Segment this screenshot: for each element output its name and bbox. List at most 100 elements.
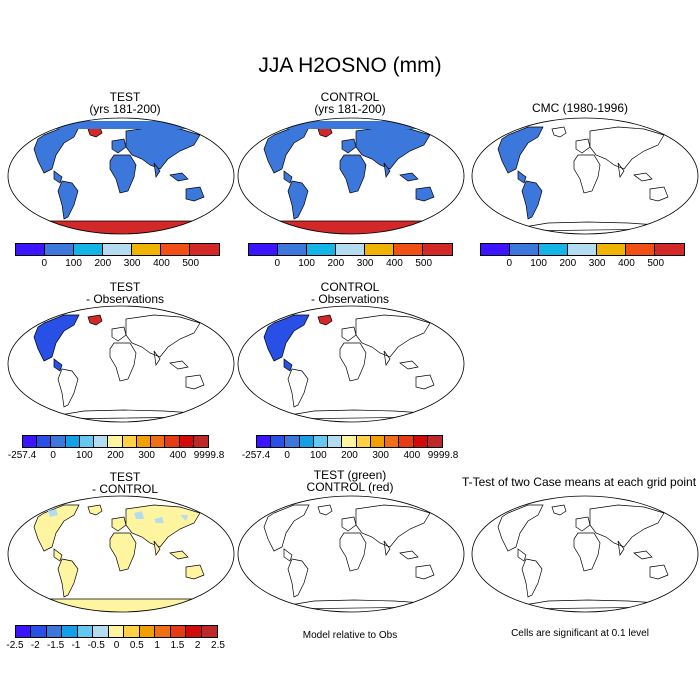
colorbar-swatch — [285, 436, 300, 447]
colorbar-swatch — [74, 244, 103, 255]
colorbar-tick-label: 400 — [403, 450, 421, 461]
colorbar-swatch — [103, 244, 132, 255]
colorbar-swatch — [249, 244, 278, 255]
map-panel-control-obs — [237, 305, 465, 423]
land-mass — [573, 532, 601, 572]
colorbar-swatch — [539, 244, 568, 255]
panel-title-line: CONTROL — [320, 90, 380, 104]
land-mass — [33, 126, 80, 174]
colorbar-swatch — [77, 626, 94, 637]
map-layer — [497, 126, 669, 232]
panel-title-line: TEST — [109, 470, 141, 484]
land-mass — [617, 540, 625, 556]
panel-title-test-control: TEST - CONTROL — [15, 471, 235, 495]
land-mass — [169, 172, 189, 182]
colorbar-tick-label: 9999.8 — [193, 450, 225, 461]
colorbar-swatch — [79, 436, 95, 447]
land-mass — [109, 154, 137, 194]
colorbar-tick-label: 0.5 — [129, 640, 144, 651]
land-mass — [551, 504, 567, 516]
colorbar-swatch — [336, 244, 365, 255]
land-mass — [125, 126, 201, 170]
colorbar-swatch — [165, 436, 180, 447]
land-mass — [617, 162, 625, 178]
colorbar-swatch — [16, 626, 32, 637]
colorbar-swatch — [193, 436, 209, 447]
panel-title-cmc: CMC (1980-1996) — [470, 102, 690, 114]
land-mass — [415, 374, 435, 390]
colorbar-swatch — [370, 436, 386, 447]
colorbar-tick-label: 0 — [506, 258, 513, 269]
land-mass — [355, 314, 431, 358]
land-mass — [109, 532, 137, 572]
land-mass — [383, 162, 391, 178]
colorbar-tick-label: 9999.8 — [427, 450, 459, 461]
colorbar-swatch — [108, 626, 125, 637]
map-layer — [27, 504, 215, 612]
colorbar-boxes — [22, 435, 209, 448]
colorbar-control-obs: -257.4 0 100 200 300 400 9999.8 — [242, 435, 458, 461]
colorbar-tick-label: -2 — [30, 640, 40, 651]
land-mass — [185, 564, 205, 580]
land-mass — [339, 342, 367, 382]
colorbar-swatch — [94, 436, 109, 447]
land-mass — [551, 126, 567, 138]
panel-title-line: CONTROL — [320, 280, 380, 294]
colorbar-tick-label: 1.5 — [170, 640, 185, 651]
colorbar-boxes — [480, 243, 685, 256]
colorbar-swatch — [597, 244, 626, 255]
panel-title-test: TEST (yrs 181-200) — [15, 91, 235, 115]
land-mass — [53, 548, 63, 562]
colorbar-swatch — [427, 436, 443, 447]
land-mass — [57, 558, 79, 598]
panel-title-line: (yrs 181-200) — [314, 102, 386, 116]
land-mass — [263, 126, 310, 174]
land-mass — [87, 314, 103, 326]
colorbar-tick-label: 200 — [341, 450, 358, 461]
colorbar-tick-label: 0 — [50, 450, 56, 461]
land-mass — [589, 504, 665, 548]
colorbar-swatch — [37, 436, 52, 447]
colorbar-swatch — [161, 244, 190, 255]
colorbar-tick-label: 200 — [107, 450, 124, 461]
map-outline — [7, 495, 235, 613]
arctic-band — [264, 121, 444, 129]
colorbar-boxes — [248, 243, 453, 256]
land-mass — [633, 172, 653, 182]
land-mass — [317, 504, 333, 516]
land-mass — [649, 186, 669, 202]
colorbar-tick-label: 300 — [356, 258, 374, 269]
land-mass — [33, 314, 80, 362]
land-mass — [339, 154, 367, 194]
colorbar-tick-label: 0 — [113, 640, 120, 651]
panel-title-line: TEST — [109, 90, 141, 104]
colorbar-tick-label: -0.5 — [87, 640, 105, 651]
colorbar-tick-label: 400 — [386, 258, 403, 269]
colorbar-tick-label: 0 — [274, 258, 281, 269]
map-layer — [27, 121, 215, 234]
map-panel-cmc — [471, 117, 699, 235]
panel-title-line: CMC (1980-1996) — [531, 101, 629, 115]
colorbar-swatch — [278, 244, 307, 255]
panel-title-line: - CONTROL — [92, 482, 158, 496]
colorbar-tick-label: 300 — [138, 450, 155, 461]
land-mass — [399, 550, 419, 560]
colorbar-swatch — [122, 436, 137, 447]
colorbar-tick-label: -257.4 — [7, 450, 37, 461]
light-blue-patch — [154, 517, 164, 523]
panel-title-line: (yrs 181-200) — [89, 102, 161, 116]
colorbar-tick-label: 100 — [65, 258, 82, 269]
colorbar-tick-label: 2 — [194, 640, 201, 651]
colorbar-tick-label: -257.4 — [241, 450, 271, 461]
colorbar-swatch — [179, 436, 194, 447]
colorbar-swatch — [385, 436, 400, 447]
map-layer — [33, 314, 205, 420]
land-mass — [415, 564, 435, 580]
colorbar-swatch — [307, 244, 336, 255]
colorbar-control: 0 100 200 300 400 500 — [248, 243, 453, 269]
land-mass — [185, 186, 205, 202]
land-mass — [287, 180, 309, 220]
land-mass — [125, 504, 201, 548]
land-mass — [283, 358, 293, 372]
land-mass — [153, 540, 161, 556]
